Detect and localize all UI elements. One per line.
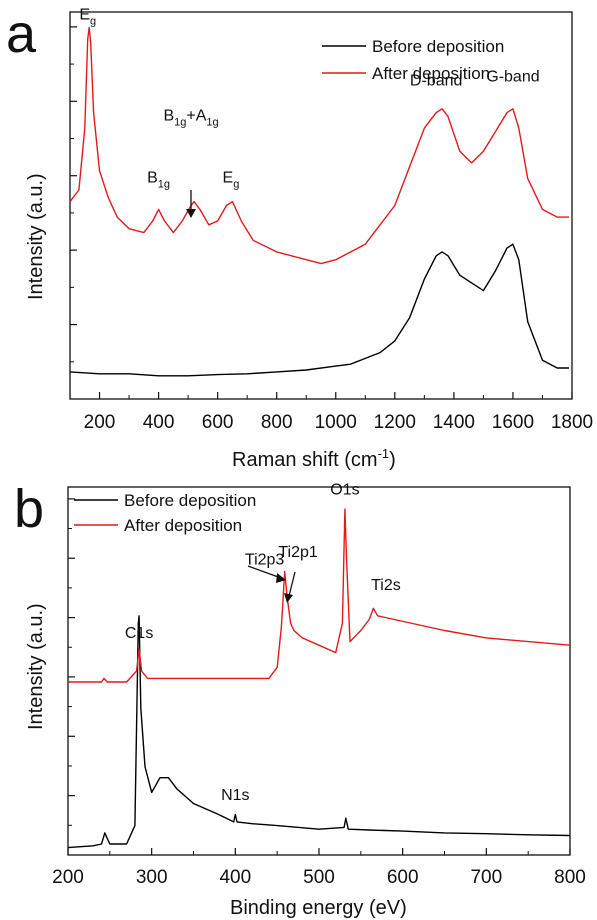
- series-line-after: [69, 26, 569, 265]
- x-tick-label: 800: [261, 412, 293, 433]
- panel-a-annotations: Eg B1g B1g+A1g Eg D-band G-band: [79, 7, 540, 218]
- annotation-arrowhead: [186, 209, 196, 218]
- panel-b-label: b: [14, 479, 44, 539]
- legend-label-after: After deposition: [124, 516, 242, 535]
- panel-a-label: a: [6, 4, 37, 64]
- x-tick-label: 800: [554, 867, 586, 888]
- x-tick-label: 500: [303, 867, 335, 888]
- legend-label-before: Before deposition: [124, 491, 256, 510]
- panel-a-y-ticks: [70, 26, 77, 363]
- panel-a-x-axis-title: Raman shift (cm-1): [232, 446, 396, 471]
- x-tick-label: 700: [470, 867, 502, 888]
- x-tick-label: 1800: [551, 412, 593, 433]
- annotation-arrow: [247, 565, 282, 579]
- x-tick-label: 1400: [433, 412, 475, 433]
- x-tick-label: 400: [219, 867, 251, 888]
- peak-label: Ti2p1: [278, 544, 318, 561]
- peak-label: Eg: [223, 169, 240, 190]
- peak-label: Eg: [79, 7, 96, 28]
- x-tick-label: 200: [84, 412, 116, 433]
- legend-label-before: Before deposition: [372, 37, 504, 56]
- panel-a-legend: Before deposition After deposition: [322, 37, 504, 83]
- x-tick-label: 400: [143, 412, 175, 433]
- series-line-after: [68, 508, 571, 683]
- panel-b-legend: Before deposition After deposition: [74, 491, 256, 535]
- x-tick-label: 600: [202, 412, 234, 433]
- panel-a-plot-frame: [69, 11, 573, 400]
- peak-label: N1s: [221, 787, 249, 804]
- peak-label: O1s: [330, 481, 359, 498]
- peak-label: B1g+A1g: [163, 107, 218, 128]
- annotation-arrowhead: [284, 593, 293, 603]
- peak-label: B1g: [147, 169, 170, 190]
- x-tick-label: 200: [52, 867, 84, 888]
- peak-label: Ti2s: [371, 577, 401, 594]
- annotation-arrowhead: [276, 573, 286, 583]
- x-tick-label: 300: [136, 867, 168, 888]
- x-tick-label: 1000: [315, 412, 357, 433]
- panel-b-y-axis-title: Intensity (a.u.): [25, 603, 47, 730]
- panel-b-plot-frame: [67, 486, 571, 856]
- x-tick-label: 1200: [374, 412, 416, 433]
- peak-label: D-band: [410, 73, 462, 90]
- x-tick-label: 600: [387, 867, 419, 888]
- panel-b-x-ticks: 200 300 400 500 600 700 800: [52, 848, 586, 888]
- legend-label-after: After deposition: [372, 64, 490, 83]
- peak-label: G-band: [486, 69, 539, 86]
- peak-label: Ti2p3: [245, 551, 285, 568]
- peak-label: C1s: [125, 625, 153, 642]
- panel-b-chart: b 200 300 400 500 600 700 800 C1s N1s Ti2p3Ti2p1…: [14, 479, 586, 919]
- series-line-before: [69, 243, 569, 377]
- x-tick-label: 1600: [492, 412, 534, 433]
- panel-b-y-ticks: [68, 498, 75, 826]
- annotation-arrow: [288, 571, 296, 597]
- panel-b-series: [67, 508, 571, 849]
- panel-a-y-axis-title: Intensity (a.u.): [25, 173, 47, 300]
- panel-a-chart: a 200 400 600 800 1000 1200 1400 1600 1800 Eg B1g…: [6, 4, 593, 471]
- panel-a-x-ticks: 200 400 600 800 1000 1200 1400 1600 1800: [84, 392, 593, 433]
- series-line-before: [67, 615, 571, 849]
- panel-a-series: [69, 26, 569, 377]
- panel-b-x-axis-title: Binding energy (eV): [230, 897, 407, 919]
